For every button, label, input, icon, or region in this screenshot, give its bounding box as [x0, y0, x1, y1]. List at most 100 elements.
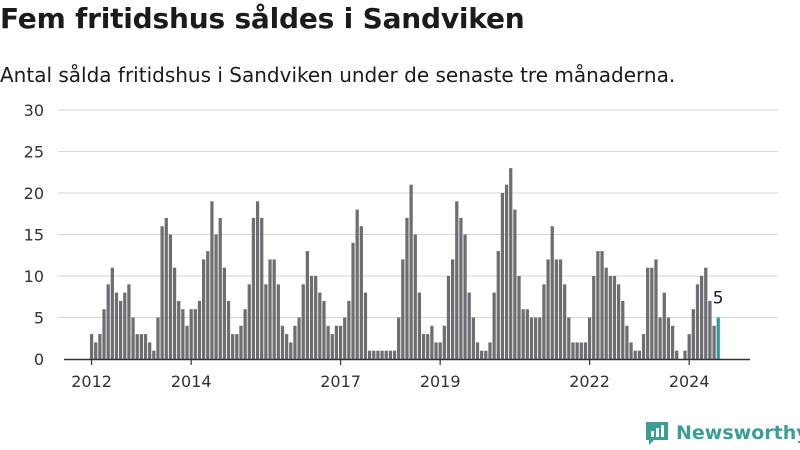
bar: [612, 276, 617, 359]
bar: [123, 292, 127, 359]
bar: [264, 284, 268, 359]
y-tick-label: 0: [34, 350, 44, 369]
bar: [363, 292, 368, 359]
bar: [330, 334, 334, 359]
y-tick-label: 15: [24, 226, 44, 245]
bar: [193, 309, 197, 359]
bar: [293, 325, 297, 359]
bar: [496, 251, 500, 359]
bar: [251, 217, 256, 359]
bar: [633, 350, 637, 359]
bar: [388, 350, 392, 359]
bar: [380, 350, 384, 359]
bar: [239, 325, 243, 359]
bar: [621, 300, 625, 359]
brand-label: Newsworthy: [676, 422, 800, 444]
bar: [475, 342, 480, 359]
bar: [355, 209, 359, 359]
bar: [629, 342, 633, 359]
bar: [650, 267, 654, 359]
bar: [592, 276, 596, 359]
bar: [351, 242, 355, 359]
bar: [712, 325, 716, 359]
bar: [202, 259, 206, 359]
bar: [289, 342, 293, 359]
bar: [683, 350, 687, 359]
bar: [127, 284, 131, 359]
bar: [670, 325, 675, 359]
x-tick-label: 2012: [71, 372, 112, 391]
x-tick-label: 2017: [320, 372, 361, 391]
bar: [691, 309, 695, 359]
bar: [646, 267, 650, 359]
bar: [309, 276, 314, 359]
bar: [513, 209, 517, 359]
bar: [285, 334, 289, 359]
bar: [546, 259, 550, 359]
bar: [567, 317, 571, 359]
bar: [372, 350, 376, 359]
bar: [326, 325, 330, 359]
bar: [704, 267, 708, 359]
bar: [226, 300, 231, 359]
bar: [384, 350, 388, 359]
bar: [243, 309, 247, 359]
bar: [177, 300, 181, 359]
bar: [347, 300, 351, 359]
bar: [139, 334, 143, 359]
bar: [413, 234, 417, 359]
chart-title: Fem fritidshus såldes i Sandviken: [0, 2, 525, 35]
y-tick-label: 25: [24, 143, 44, 162]
y-tick-label: 5: [34, 309, 44, 328]
bar: [392, 350, 397, 359]
bar: [695, 284, 700, 359]
bar: [654, 259, 658, 359]
bar: [98, 334, 102, 359]
bar: [235, 334, 239, 359]
bar: [471, 317, 475, 359]
bar: [438, 342, 442, 359]
bar: [172, 267, 177, 359]
newsworthy-brand: Newsworthy: [644, 420, 800, 446]
bar: [114, 292, 119, 359]
bar: [338, 325, 343, 359]
bar: [305, 251, 309, 359]
bar: [168, 234, 173, 359]
bar: [272, 259, 276, 359]
bar: [214, 234, 218, 359]
bar: [210, 201, 214, 359]
bar: [376, 350, 380, 359]
bar: [426, 334, 430, 359]
bar: [119, 300, 123, 359]
bar: [641, 334, 646, 359]
bar: [637, 350, 641, 359]
bar: [255, 201, 260, 359]
bar: [463, 234, 467, 359]
bar: [268, 259, 272, 359]
bar: [247, 284, 251, 359]
bar: [587, 317, 592, 359]
bar: [368, 350, 372, 359]
bar: [488, 342, 492, 359]
x-tick-label: 2024: [669, 372, 710, 391]
bar: [135, 334, 139, 359]
bar: [160, 226, 164, 359]
bar: [534, 317, 538, 359]
bar: [662, 292, 666, 359]
bar-chart-logo-icon: [646, 422, 668, 445]
bar: [297, 317, 301, 359]
bar: [500, 193, 505, 359]
data-label: 5: [713, 289, 724, 309]
bar: [131, 317, 135, 359]
bar: [206, 251, 210, 359]
bar: [666, 317, 671, 359]
bar: [280, 325, 285, 359]
bar: [579, 342, 583, 359]
bar: [318, 292, 322, 359]
bar: [94, 342, 98, 359]
bar: [189, 309, 193, 359]
bar: [480, 350, 484, 359]
bar: [459, 217, 463, 359]
bar: [143, 334, 148, 359]
bar: [542, 284, 546, 359]
